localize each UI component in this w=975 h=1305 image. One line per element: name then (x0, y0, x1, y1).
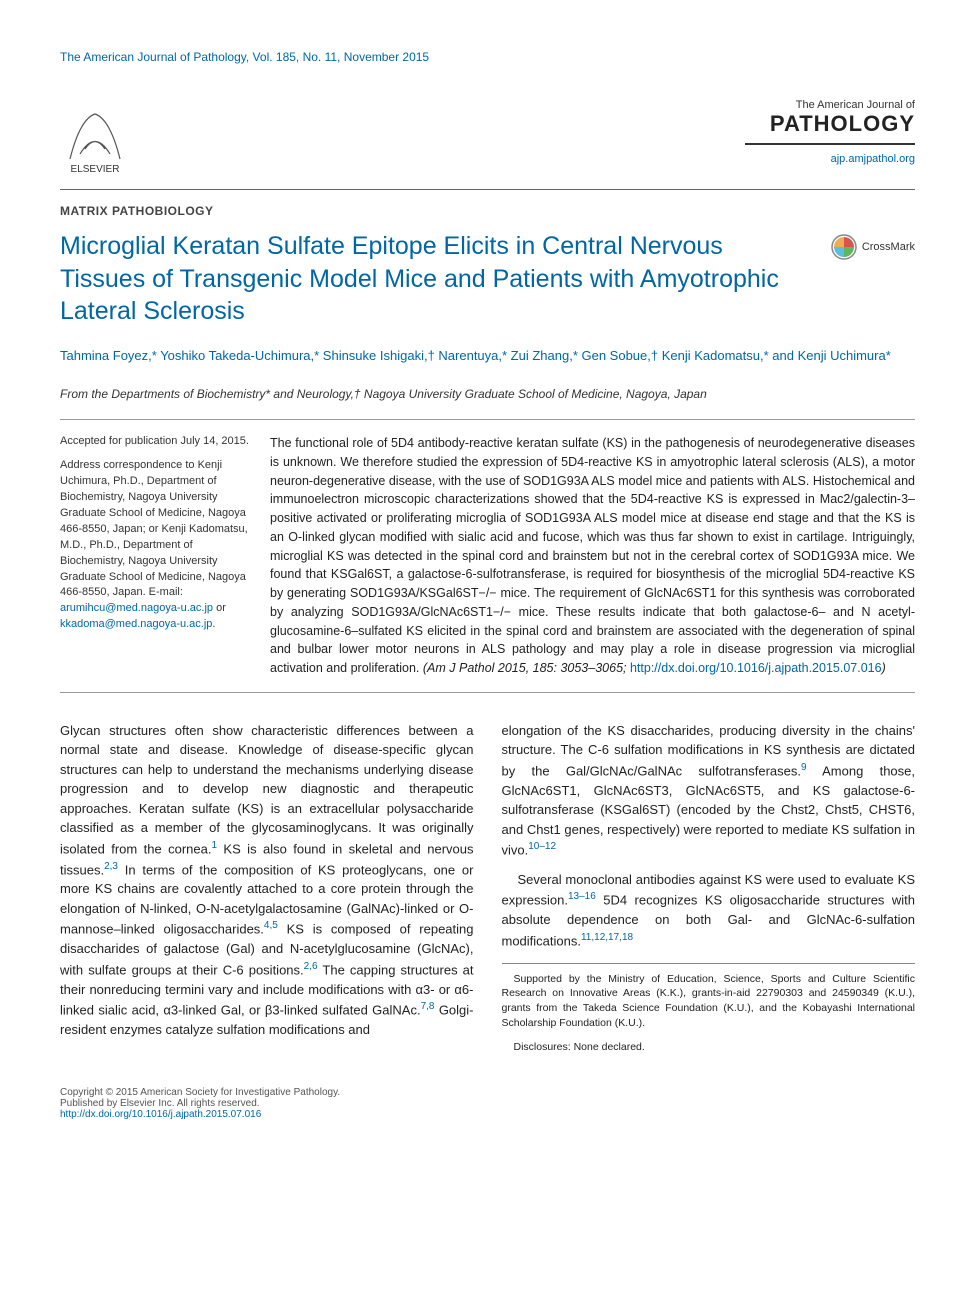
crossmark-badge[interactable]: CrossMark (831, 234, 915, 260)
journal-header: The American Journal of Pathology, Vol. … (60, 50, 915, 64)
published-text: Published by Elsevier Inc. All rights re… (60, 1098, 340, 1109)
ref-link[interactable]: 13–16 (568, 891, 596, 902)
ref-link[interactable]: 7,8 (421, 1001, 435, 1012)
ref-link[interactable]: 11,12,17,18 (581, 932, 633, 943)
copyright-text: Copyright © 2015 American Society for In… (60, 1087, 340, 1098)
journal-url-link[interactable]: ajp.amjpathol.org (831, 153, 915, 165)
ref-link[interactable]: 4,5 (264, 920, 278, 931)
or-text: or (216, 602, 226, 614)
journal-brand: The American Journal of PATHOLOGY ajp.am… (745, 99, 915, 167)
section-label: MATRIX PATHOBIOLOGY (60, 204, 915, 218)
svg-text:ELSEVIER: ELSEVIER (71, 164, 120, 174)
email-link-2[interactable]: kkadoma@med.nagoya-u.ac.jp (60, 618, 212, 630)
journal-name-big: PATHOLOGY (745, 111, 915, 137)
author-list: Tahmina Foyez,* Yoshiko Takeda-Uchimura,… (60, 346, 915, 366)
funding-footnote: Supported by the Ministry of Education, … (502, 972, 916, 1031)
abstract-citation: (Am J Pathol 2015, 185: 3053–3065; (423, 661, 630, 675)
doi-link[interactable]: http://dx.doi.org/10.1016/j.ajpath.2015.… (630, 661, 882, 675)
ref-link[interactable]: 2,3 (104, 861, 118, 872)
header-row: ELSEVIER The American Journal of PATHOLO… (60, 99, 915, 179)
article-title: Microglial Keratan Sulfate Epitope Elici… (60, 230, 811, 328)
correspondence-box: Accepted for publication July 14, 2015. … (60, 434, 250, 678)
publisher-logo: ELSEVIER (60, 99, 130, 179)
crossmark-label: CrossMark (862, 241, 915, 253)
left-column: Glycan structures often show characteris… (60, 721, 474, 1065)
crossmark-icon (831, 234, 857, 260)
abstract-text: The functional role of 5D4 antibody-reac… (270, 434, 915, 678)
affiliations: From the Departments of Biochemistry* an… (60, 387, 915, 401)
email-link-1[interactable]: arumihcu@med.nagoya-u.ac.jp (60, 602, 213, 614)
ref-link[interactable]: 10–12 (528, 841, 556, 852)
ref-link[interactable]: 2,6 (304, 961, 318, 972)
right-column: elongation of the KS disaccharides, prod… (502, 721, 916, 1065)
journal-name-small: The American Journal of (745, 99, 915, 111)
accepted-date: Accepted for publication July 14, 2015. (60, 434, 250, 450)
body-columns: Glycan structures often show characteris… (60, 721, 915, 1065)
page-footer: Copyright © 2015 American Society for In… (60, 1087, 915, 1120)
abstract-block: Accepted for publication July 14, 2015. … (60, 419, 915, 693)
correspondence-address: Address correspondence to Kenji Uchimura… (60, 459, 248, 599)
disclosure-footnote: Disclosures: None declared. (502, 1040, 916, 1055)
footer-doi-link[interactable]: http://dx.doi.org/10.1016/j.ajpath.2015.… (60, 1109, 261, 1120)
